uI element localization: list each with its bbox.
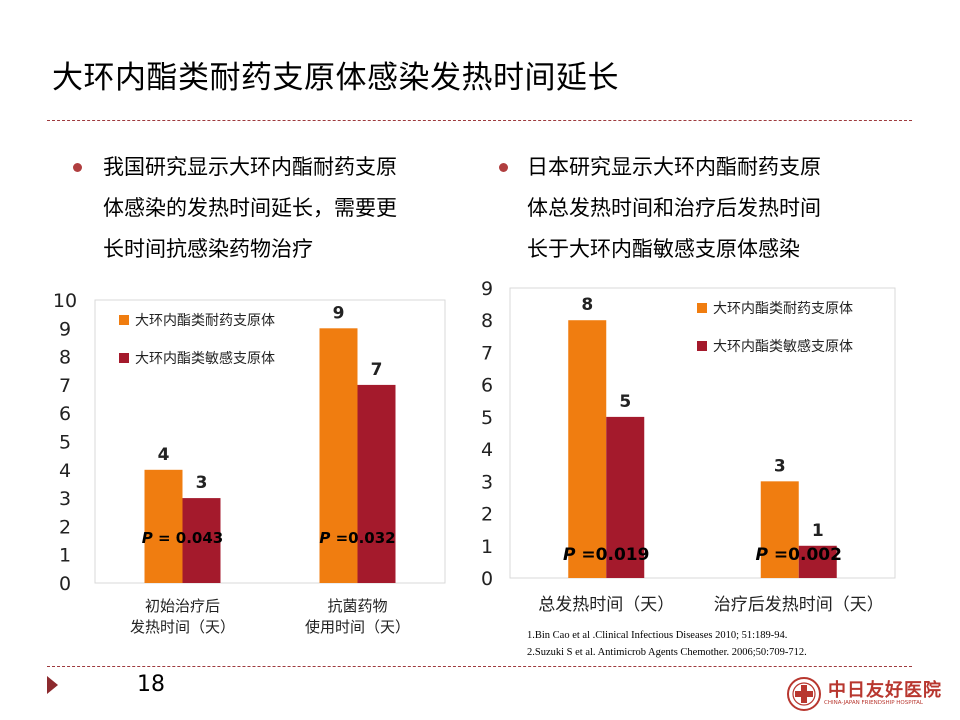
- p-value-italic: P: [142, 529, 153, 547]
- y-tick-label: 2: [481, 504, 493, 526]
- footer-separator: [47, 666, 912, 667]
- x-category-label: 初始治疗后: [145, 597, 220, 615]
- y-tick-label: 4: [59, 460, 71, 482]
- references: 1.Bin Cao et al .Clinical Infectious Dis…: [527, 627, 807, 661]
- data-label: 4: [158, 445, 170, 465]
- legend-label: 大环内酯类敏感支原体: [713, 338, 853, 355]
- legend-swatch: [697, 303, 707, 313]
- page-title: 大环内酯类耐药支原体感染发热时间延长: [52, 60, 619, 96]
- data-label: 3: [774, 456, 786, 476]
- p-value-annotation: P = 0.043: [142, 529, 223, 547]
- plot-frame: [94, 299, 446, 584]
- p-value-number: =0.019: [576, 545, 650, 565]
- hospital-logo: 中日友好医院 CHINA-JAPAN FRIENDSHIP HOSPITAL: [786, 676, 941, 712]
- bullet-left-line: 体感染的发热时间延长，需要更: [103, 196, 397, 220]
- x-category-label: 发热时间（天）: [130, 618, 235, 636]
- y-tick-label: 3: [59, 488, 71, 510]
- y-tick-label: 6: [59, 403, 71, 425]
- y-tick-label: 1: [59, 545, 71, 567]
- page-number: 18: [137, 672, 165, 697]
- p-value-italic: P: [756, 545, 769, 565]
- bullet-right-line: 长于大环内酯敏感支原体感染: [527, 237, 800, 261]
- bullet-dot-icon: [73, 163, 82, 172]
- legend-swatch: [119, 315, 129, 325]
- y-tick-label: 0: [59, 573, 71, 595]
- data-label: 5: [619, 392, 631, 412]
- bullet-right-line: 日本研究显示大环内酯耐药支原: [527, 155, 821, 179]
- legend-swatch: [119, 353, 129, 363]
- y-tick-label: 7: [59, 375, 71, 397]
- y-tick-label: 10: [53, 290, 77, 312]
- y-tick-label: 1: [481, 536, 493, 558]
- legend-label: 大环内酯类耐药支原体: [135, 313, 275, 329]
- reference-item: 2.Suzuki S et al. Antimicrob Agents Chem…: [527, 647, 807, 658]
- data-label: 8: [581, 295, 593, 315]
- p-value-italic: P: [319, 529, 330, 547]
- data-label: 3: [196, 473, 208, 493]
- y-tick-label: 0: [481, 568, 493, 590]
- x-category-label: 治疗后发热时间（天）: [714, 595, 884, 615]
- bar: [760, 481, 799, 578]
- bar: [568, 320, 607, 578]
- p-value-number: =0.032: [330, 529, 395, 547]
- y-tick-label: 3: [481, 471, 493, 493]
- bar: [357, 384, 396, 583]
- logo-english-name: CHINA-JAPAN FRIENDSHIP HOSPITAL: [824, 700, 923, 706]
- x-category-label: 使用时间（天）: [305, 618, 410, 636]
- bar: [182, 498, 221, 583]
- y-tick-label: 7: [481, 342, 493, 364]
- legend-label: 大环内酯类敏感支原体: [135, 350, 275, 367]
- bullet-left-line: 我国研究显示大环内酯耐药支原: [103, 155, 397, 179]
- bar: [606, 416, 645, 578]
- reference-item: 1.Bin Cao et al .Clinical Infectious Dis…: [527, 630, 788, 641]
- p-value-number: =0.002: [768, 545, 842, 565]
- bar: [144, 469, 183, 583]
- p-value-annotation: P =0.002: [756, 545, 842, 565]
- x-category-label: 抗菌药物: [327, 597, 387, 615]
- hospital-emblem-icon: [787, 677, 821, 711]
- y-tick-label: 5: [59, 432, 71, 454]
- y-tick-label: 8: [59, 347, 71, 369]
- legend-swatch: [697, 341, 707, 351]
- plot-frame: [509, 287, 896, 579]
- data-label: 7: [371, 360, 383, 380]
- y-tick-label: 2: [59, 516, 71, 538]
- logo-chinese-name: 中日友好医院: [828, 680, 942, 701]
- x-category-label: 总发热时间（天）: [538, 595, 674, 615]
- p-value-annotation: P =0.032: [319, 529, 395, 547]
- title-separator: [47, 120, 912, 121]
- chart-right: 0 1 2 3 4 5 6 7 8 9 8 3 5 1 总发热时间（天） 治疗后发热时间（天） P =0.019…: [481, 278, 896, 615]
- data-label: 1: [812, 521, 824, 541]
- data-label: 9: [333, 303, 345, 323]
- y-tick-label: 4: [481, 439, 493, 461]
- y-tick-label: 9: [481, 278, 493, 300]
- bullet-left-line: 长时间抗感染药物治疗: [103, 237, 313, 261]
- y-tick-label: 9: [59, 318, 71, 340]
- bullet-dot-icon: [499, 163, 508, 172]
- y-tick-label: 8: [481, 310, 493, 332]
- y-tick-label: 5: [481, 407, 493, 429]
- p-value-number: = 0.043: [153, 529, 223, 547]
- p-value-italic: P: [563, 545, 576, 565]
- arrow-marker-icon: [47, 676, 58, 694]
- legend-label: 大环内酯类耐药支原体: [713, 301, 853, 317]
- bar: [798, 545, 837, 578]
- bar: [319, 328, 358, 583]
- bullet-right-line: 体总发热时间和治疗后发热时间: [527, 196, 821, 220]
- p-value-annotation: P =0.019: [563, 545, 649, 565]
- y-tick-label: 6: [481, 375, 493, 397]
